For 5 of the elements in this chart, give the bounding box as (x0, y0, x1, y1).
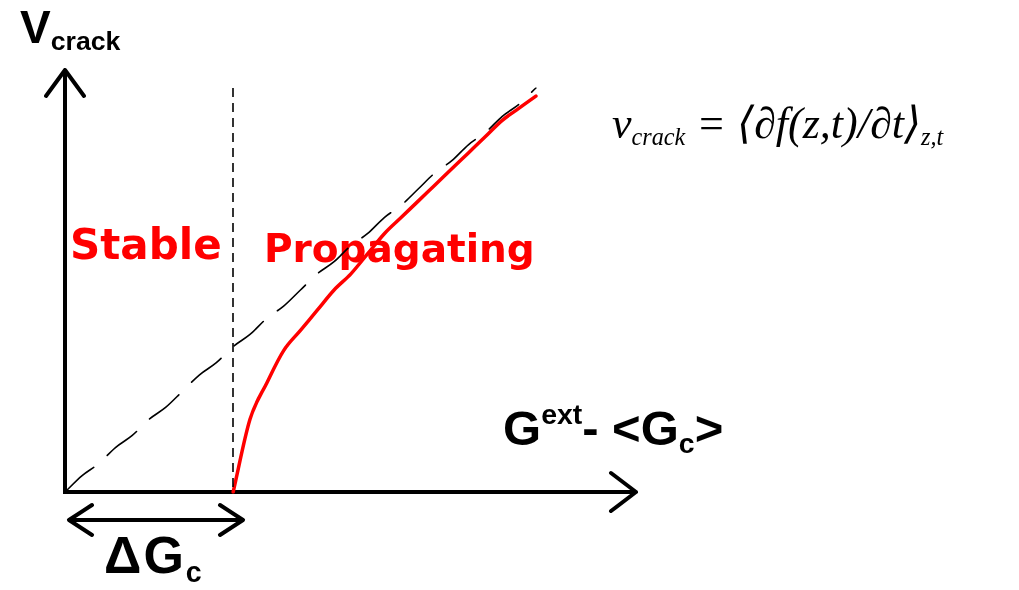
annotation: v$_{crack}$ = ⟨∂f(z,t)/∂t⟩$_{z,t}$ (612, 99, 944, 151)
annotation: Stable (70, 220, 222, 269)
text: ΔG$_{c}$ (104, 526, 204, 588)
y-axis-title: V$_{crack}$ (20, 1, 121, 57)
x-axis-title: G$^{ext}$- <G$_{c}$> (503, 397, 724, 459)
